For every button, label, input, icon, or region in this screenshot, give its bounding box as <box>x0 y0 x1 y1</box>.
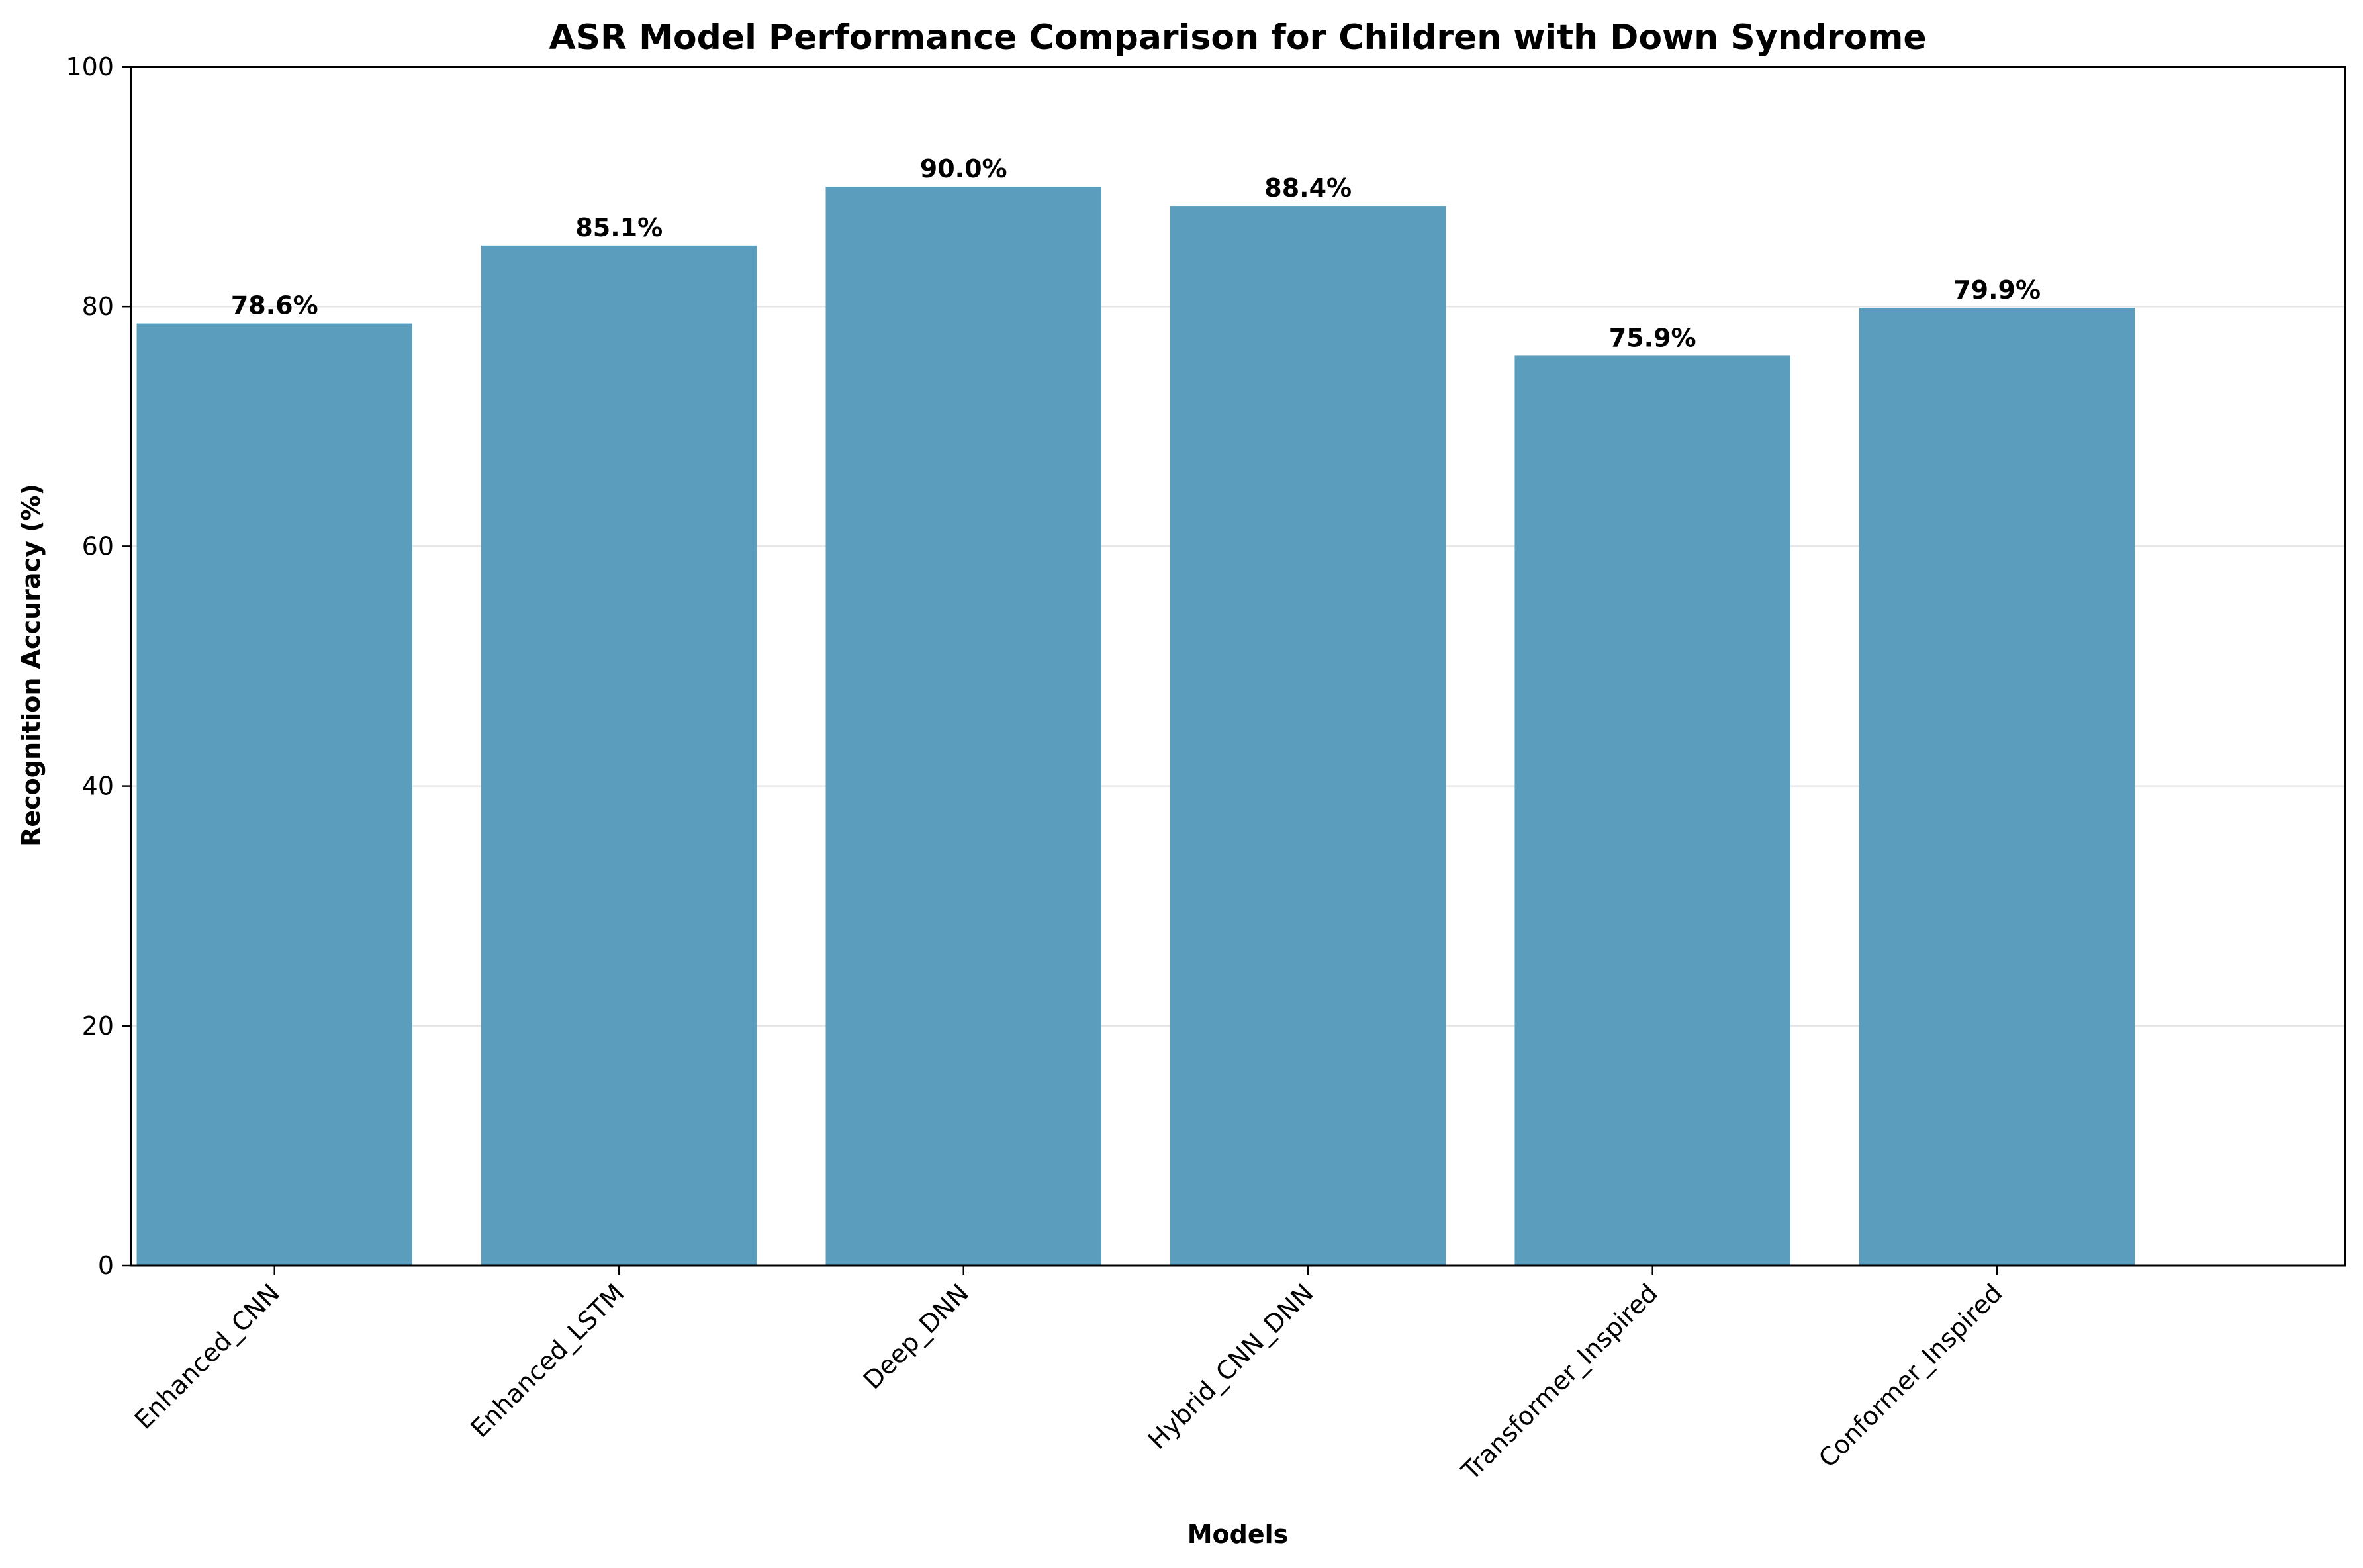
data-label-Transformer_Inspired: 75.9% <box>1609 323 1696 352</box>
x-tick-label-Enhanced_CNN: Enhanced_CNN <box>129 1278 285 1434</box>
y-tick-label-0: 0 <box>98 1251 114 1280</box>
x-tick-label-Enhanced_LSTM: Enhanced_LSTM <box>465 1278 630 1443</box>
x-tick-label-Conformer_Inspired: Conformer_Inspired <box>1813 1278 2008 1473</box>
data-labels: 78.6% 85.1% 90.0% 88.4% 75.9% 79.9% <box>231 154 2041 352</box>
y-tick-label-20: 20 <box>82 1011 114 1040</box>
x-tick-label-Hybrid_CNN_DNN: Hybrid_CNN_DNN <box>1142 1278 1319 1455</box>
bar-Hybrid_CNN_DNN <box>1170 206 1446 1266</box>
x-axis-label: Models <box>1187 1520 1289 1549</box>
y-tick-label-80: 80 <box>82 292 114 321</box>
bars <box>136 187 2135 1266</box>
plot-frame <box>130 66 2346 1267</box>
chart-title: ASR Model Performance Comparison for Chi… <box>549 18 1926 58</box>
bar-Enhanced_CNN <box>136 323 412 1266</box>
bar-Conformer_Inspired <box>1859 308 2135 1266</box>
data-label-Deep_DNN: 90.0% <box>920 154 1007 183</box>
bar-Transformer_Inspired <box>1514 355 1790 1266</box>
data-label-Enhanced_LSTM: 85.1% <box>575 213 663 242</box>
y-axis-label: Recognition Accuracy (%) <box>17 484 46 847</box>
y-tick-label-60: 60 <box>82 531 114 561</box>
data-label-Conformer_Inspired: 79.9% <box>1953 275 2041 304</box>
x-tick-label-Deep_DNN: Deep_DNN <box>858 1278 974 1395</box>
bar-Enhanced_LSTM <box>481 245 757 1266</box>
data-label-Enhanced_CNN: 78.6% <box>231 291 318 320</box>
y-tick-label-100: 100 <box>66 52 114 81</box>
y-tick-label-40: 40 <box>82 772 114 801</box>
data-label-Hybrid_CNN_DNN: 88.4% <box>1264 173 1352 203</box>
x-tick-label-Transformer_Inspired: Transformer_Inspired <box>1456 1278 1663 1486</box>
bar-Deep_DNN <box>825 187 1101 1266</box>
